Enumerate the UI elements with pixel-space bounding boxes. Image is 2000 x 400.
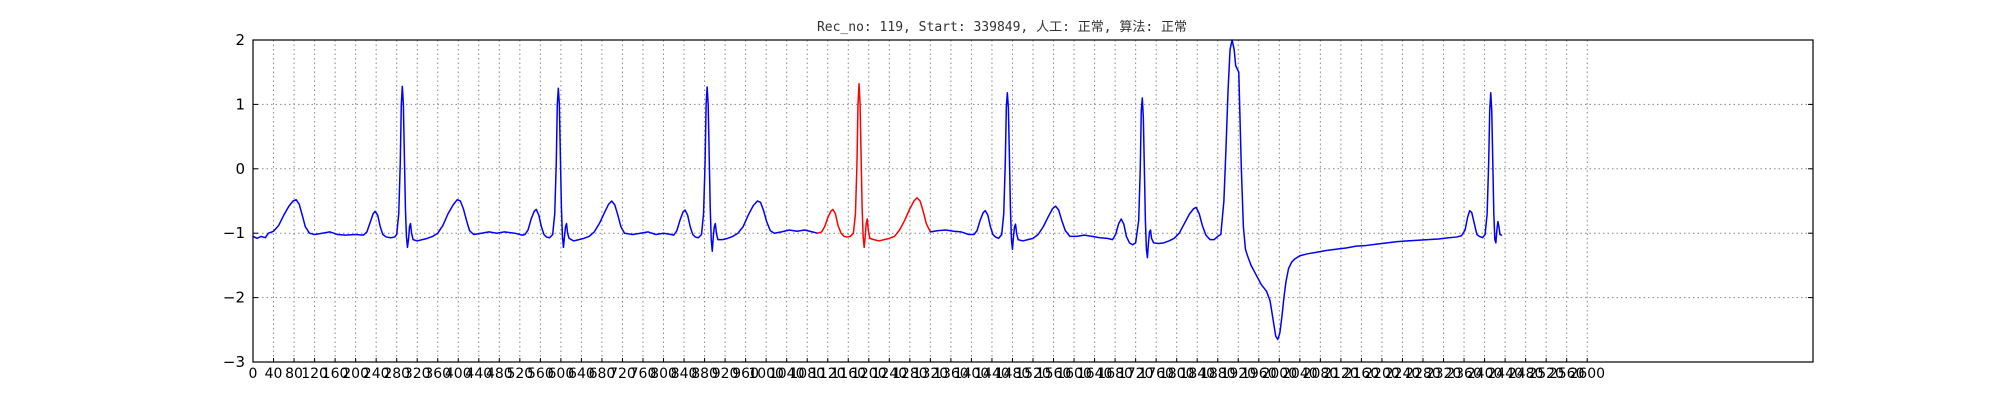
x-tick-label: 1000 [748,366,784,382]
x-tick-label: 1840 [1179,366,1215,382]
x-tick-label: 2240 [1385,366,1421,382]
y-axis-ticks: −3 −2 −1 0 1 2 [223,31,1813,371]
ecg-series-line-1 [252,85,819,252]
y-tick-label: −1 [223,224,245,242]
x-tick-label: 1560 [1036,366,1072,382]
x-tick-label: 1040 [769,366,805,382]
x-tick-label: 1280 [892,366,928,382]
x-tick-label: 2280 [1405,366,1441,382]
x-tick-label: 1880 [1200,366,1236,382]
x-tick-label: 1080 [789,366,825,382]
x-tick-label: 1640 [1077,366,1113,382]
x-tick-label: 200 [342,366,369,382]
x-tick-label: 240 [363,366,390,382]
x-tick-label: 1360 [933,366,969,382]
x-tick-label: 920 [712,366,739,382]
x-tick-label: 1720 [1118,366,1154,382]
x-tick-label: 1320 [913,366,949,382]
x-tick-label: 2360 [1446,366,1482,382]
y-tick-label: −3 [223,353,245,371]
x-tick-label: 2000 [1261,366,1297,382]
x-tick-label: 1200 [851,366,887,382]
x-tick-label: 800 [650,366,677,382]
x-tick-label: 2160 [1344,366,1380,382]
x-tick-label: 1960 [1241,366,1277,382]
x-tick-label: 1920 [1220,366,1256,382]
x-tick-label: 2320 [1426,366,1462,382]
x-tick-label: 1680 [1097,366,1133,382]
chart-title: Rec_no: 119, Start: 339849, 人工: 正常, 算法: … [817,20,1187,35]
x-tick-label: 1400 [954,366,990,382]
y-tick-label: 2 [235,31,245,49]
x-tick-label: 1800 [1159,366,1195,382]
x-tick-label: 0 [249,366,258,382]
x-tick-label: 960 [732,366,759,382]
ecg-series-line-2 [816,83,932,249]
x-tick-label: 1160 [830,366,866,382]
x-tick-label: 1240 [871,366,907,382]
x-tick-label: 2400 [1467,366,1503,382]
x-tick-label: 560 [527,366,554,382]
x-tick-label: 1520 [1015,366,1051,382]
x-tick-label: 760 [630,366,657,382]
x-tick-label: 480 [486,366,513,382]
x-tick-label: 1120 [810,366,846,382]
x-tick-label: 2040 [1282,366,1318,382]
x-tick-label: 120 [301,366,328,382]
x-tick-label: 40 [265,366,283,382]
x-tick-label: 720 [609,366,636,382]
x-tick-label: 680 [589,366,616,382]
x-tick-label: 80 [285,366,303,382]
x-tick-label: 840 [671,366,698,382]
x-tick-label: 640 [568,366,595,382]
x-tick-label: 2480 [1508,366,1544,382]
x-tick-label: 400 [445,366,472,382]
x-tick-label: 1600 [1056,366,1092,382]
x-tick-label: 2520 [1528,366,1564,382]
x-tick-label: 2200 [1364,366,1400,382]
x-tick-label: 280 [383,366,410,382]
series-group [252,39,1503,341]
x-tick-label: 2080 [1303,366,1339,382]
x-tick-label: 2600 [1569,366,1605,382]
y-tick-label: 0 [235,160,245,178]
x-tick-label: 320 [404,366,431,382]
x-tick-label: 520 [506,366,533,382]
x-tick-label: 2440 [1487,366,1523,382]
x-axis-ticks: 0 40 8012016020024028032036040044048052056… [249,358,1605,382]
x-tick-label: 1760 [1138,366,1174,382]
x-tick-label: 1480 [995,366,1031,382]
y-tick-label: 1 [235,95,245,113]
x-tick-label: 880 [691,366,718,382]
grid [252,39,1813,363]
x-tick-label: 160 [322,366,349,382]
x-tick-label: 360 [424,366,451,382]
x-tick-label: 2120 [1323,366,1359,382]
y-tick-label: −2 [223,289,245,307]
x-tick-label: 2560 [1549,366,1585,382]
x-tick-label: 440 [465,366,492,382]
x-tick-label: 1440 [974,366,1010,382]
x-tick-label: 600 [548,366,575,382]
plot-area-frame [252,39,1814,363]
ecg-series-line-3 [929,39,1503,341]
